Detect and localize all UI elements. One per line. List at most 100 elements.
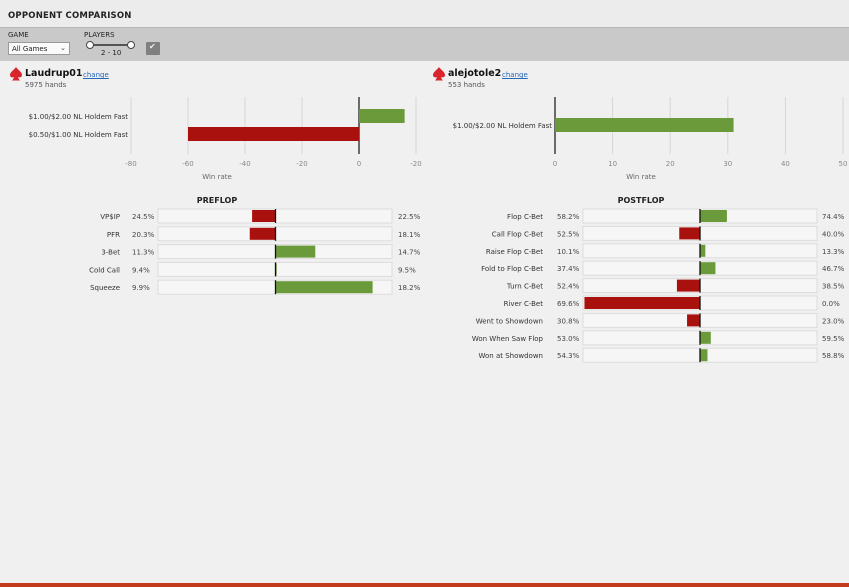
player-1-value: 10.1%	[557, 248, 580, 256]
poker-spade-icon	[433, 67, 445, 81]
player-1-value: 52.5%	[557, 230, 580, 238]
x-tick-label: 20	[666, 160, 675, 168]
player-2-value: 38.5%	[822, 283, 845, 291]
player-2-value: 13.3%	[822, 248, 845, 256]
difference-bar	[249, 227, 276, 240]
stat-label: Went to Showdown	[476, 317, 543, 325]
player-1-value: 11.3%	[132, 249, 155, 257]
page-title: OPPONENT COMPARISON	[8, 11, 132, 21]
category-label: $1.00/$2.00 NL Holdem Fast	[29, 113, 129, 121]
winrate-bar	[555, 118, 734, 132]
window-header: OPPONENT COMPARISON	[0, 0, 849, 27]
stat-label: Flop C-Bet	[507, 213, 543, 221]
player-1-value: 20.3%	[132, 231, 155, 239]
difference-bar	[252, 210, 276, 222]
difference-bar	[679, 227, 700, 240]
player-2-value: 59.5%	[822, 335, 845, 343]
chevron-down-icon: ⌄	[60, 44, 66, 52]
player-2-change-link[interactable]: change	[502, 71, 528, 79]
stat-label: Raise Flop C-Bet	[486, 248, 543, 256]
stat-label: PFR	[107, 231, 120, 239]
player-2-value: 9.5%	[398, 266, 416, 274]
winrate-bar	[188, 127, 359, 141]
x-tick-label: -80	[125, 160, 136, 168]
player-2-value: 58.8%	[822, 352, 845, 360]
difference-bar	[275, 281, 373, 294]
x-tick-label: 0	[553, 160, 557, 168]
poker-spade-icon	[10, 67, 22, 81]
player-1-value: 9.9%	[132, 284, 150, 292]
stat-label: Squeeze	[90, 284, 120, 292]
player-2-value: 14.7%	[398, 249, 421, 257]
stat-label: Fold to Flop C-Bet	[481, 265, 543, 273]
x-axis-label: Win rate	[626, 173, 656, 181]
players-max-handle[interactable]	[127, 41, 135, 49]
category-label: $0.50/$1.00 NL Holdem Fast	[29, 131, 129, 139]
difference-bar	[700, 210, 727, 222]
player-1-value: 69.6%	[557, 300, 580, 308]
player-2-value: 22.5%	[398, 213, 421, 221]
difference-bar	[275, 245, 316, 258]
x-tick-label: 50	[839, 160, 848, 168]
player-1-name: Laudrup01	[25, 68, 83, 79]
player-1-value: 37.4%	[557, 265, 580, 273]
difference-bar	[676, 279, 700, 292]
x-tick-label: -60	[182, 160, 193, 168]
x-tick-label: 30	[723, 160, 732, 168]
stat-label: Won When Saw Flop	[472, 335, 544, 343]
player-2-hands: 553 hands	[448, 81, 485, 89]
difference-bar	[700, 262, 716, 275]
player-1-hands: 5975 hands	[25, 81, 67, 89]
player-1-value: 24.5%	[132, 213, 155, 221]
x-tick-label: -20	[296, 160, 307, 168]
player-2-value: 23.0%	[822, 317, 845, 325]
difference-bar	[687, 314, 700, 327]
player-2-value: 74.4%	[822, 213, 845, 221]
stat-label: Cold Call	[89, 266, 120, 274]
players-range-value: 2 - 10	[101, 49, 122, 57]
player-1-value: 9.4%	[132, 266, 150, 274]
game-label: GAME	[8, 31, 29, 39]
stat-label: 3-Bet	[101, 249, 120, 257]
category-label: $1.00/$2.00 NL Holdem Fast	[453, 122, 553, 130]
player-1-value: 53.0%	[557, 335, 580, 343]
x-tick-label: -40	[239, 160, 250, 168]
checkmark-icon: ✔	[149, 42, 156, 51]
x-tick-label: 0	[357, 160, 361, 168]
stat-label: VP$IP	[100, 213, 120, 221]
difference-bar	[700, 349, 708, 362]
section-title: PREFLOP	[197, 196, 238, 205]
players-min-handle[interactable]	[86, 41, 94, 49]
bottom-accent-bar	[0, 583, 849, 587]
player-2-value: 0.0%	[822, 300, 840, 308]
section-title: POSTFLOP	[618, 196, 665, 205]
player-2-value: 40.0%	[822, 230, 845, 238]
apply-filter-button[interactable]: ✔	[146, 42, 160, 55]
players-range-slider[interactable]	[88, 44, 131, 46]
difference-bar	[700, 244, 706, 257]
player-1-value: 58.2%	[557, 213, 580, 221]
difference-bar	[584, 297, 700, 309]
game-select-value: All Games	[12, 45, 48, 53]
filter-toolbar: GAME All Games ⌄ PLAYERS 2 - 10 ✔	[0, 27, 849, 61]
player-1-change-link[interactable]: change	[83, 71, 109, 79]
players-label: PLAYERS	[84, 31, 115, 39]
stat-label: Call Flop C-Bet	[492, 230, 543, 238]
x-axis-label: Win rate	[202, 173, 232, 181]
player-1-value: 54.3%	[557, 352, 580, 360]
x-tick-label: -20	[410, 160, 421, 168]
player-1-value: 52.4%	[557, 283, 580, 291]
stat-label: River C-Bet	[504, 300, 544, 308]
difference-bar	[700, 331, 711, 344]
x-tick-label: 40	[781, 160, 790, 168]
game-select[interactable]: All Games ⌄	[8, 42, 70, 55]
winrate-bar	[359, 109, 405, 123]
player-1-value: 30.8%	[557, 317, 580, 325]
player-2-name: alejotole2	[448, 68, 502, 79]
stat-label: Turn C-Bet	[506, 283, 543, 291]
stat-label: Won at Showdown	[479, 352, 544, 360]
player-2-value: 18.1%	[398, 231, 421, 239]
x-tick-label: 10	[608, 160, 617, 168]
player-2-value: 46.7%	[822, 265, 845, 273]
